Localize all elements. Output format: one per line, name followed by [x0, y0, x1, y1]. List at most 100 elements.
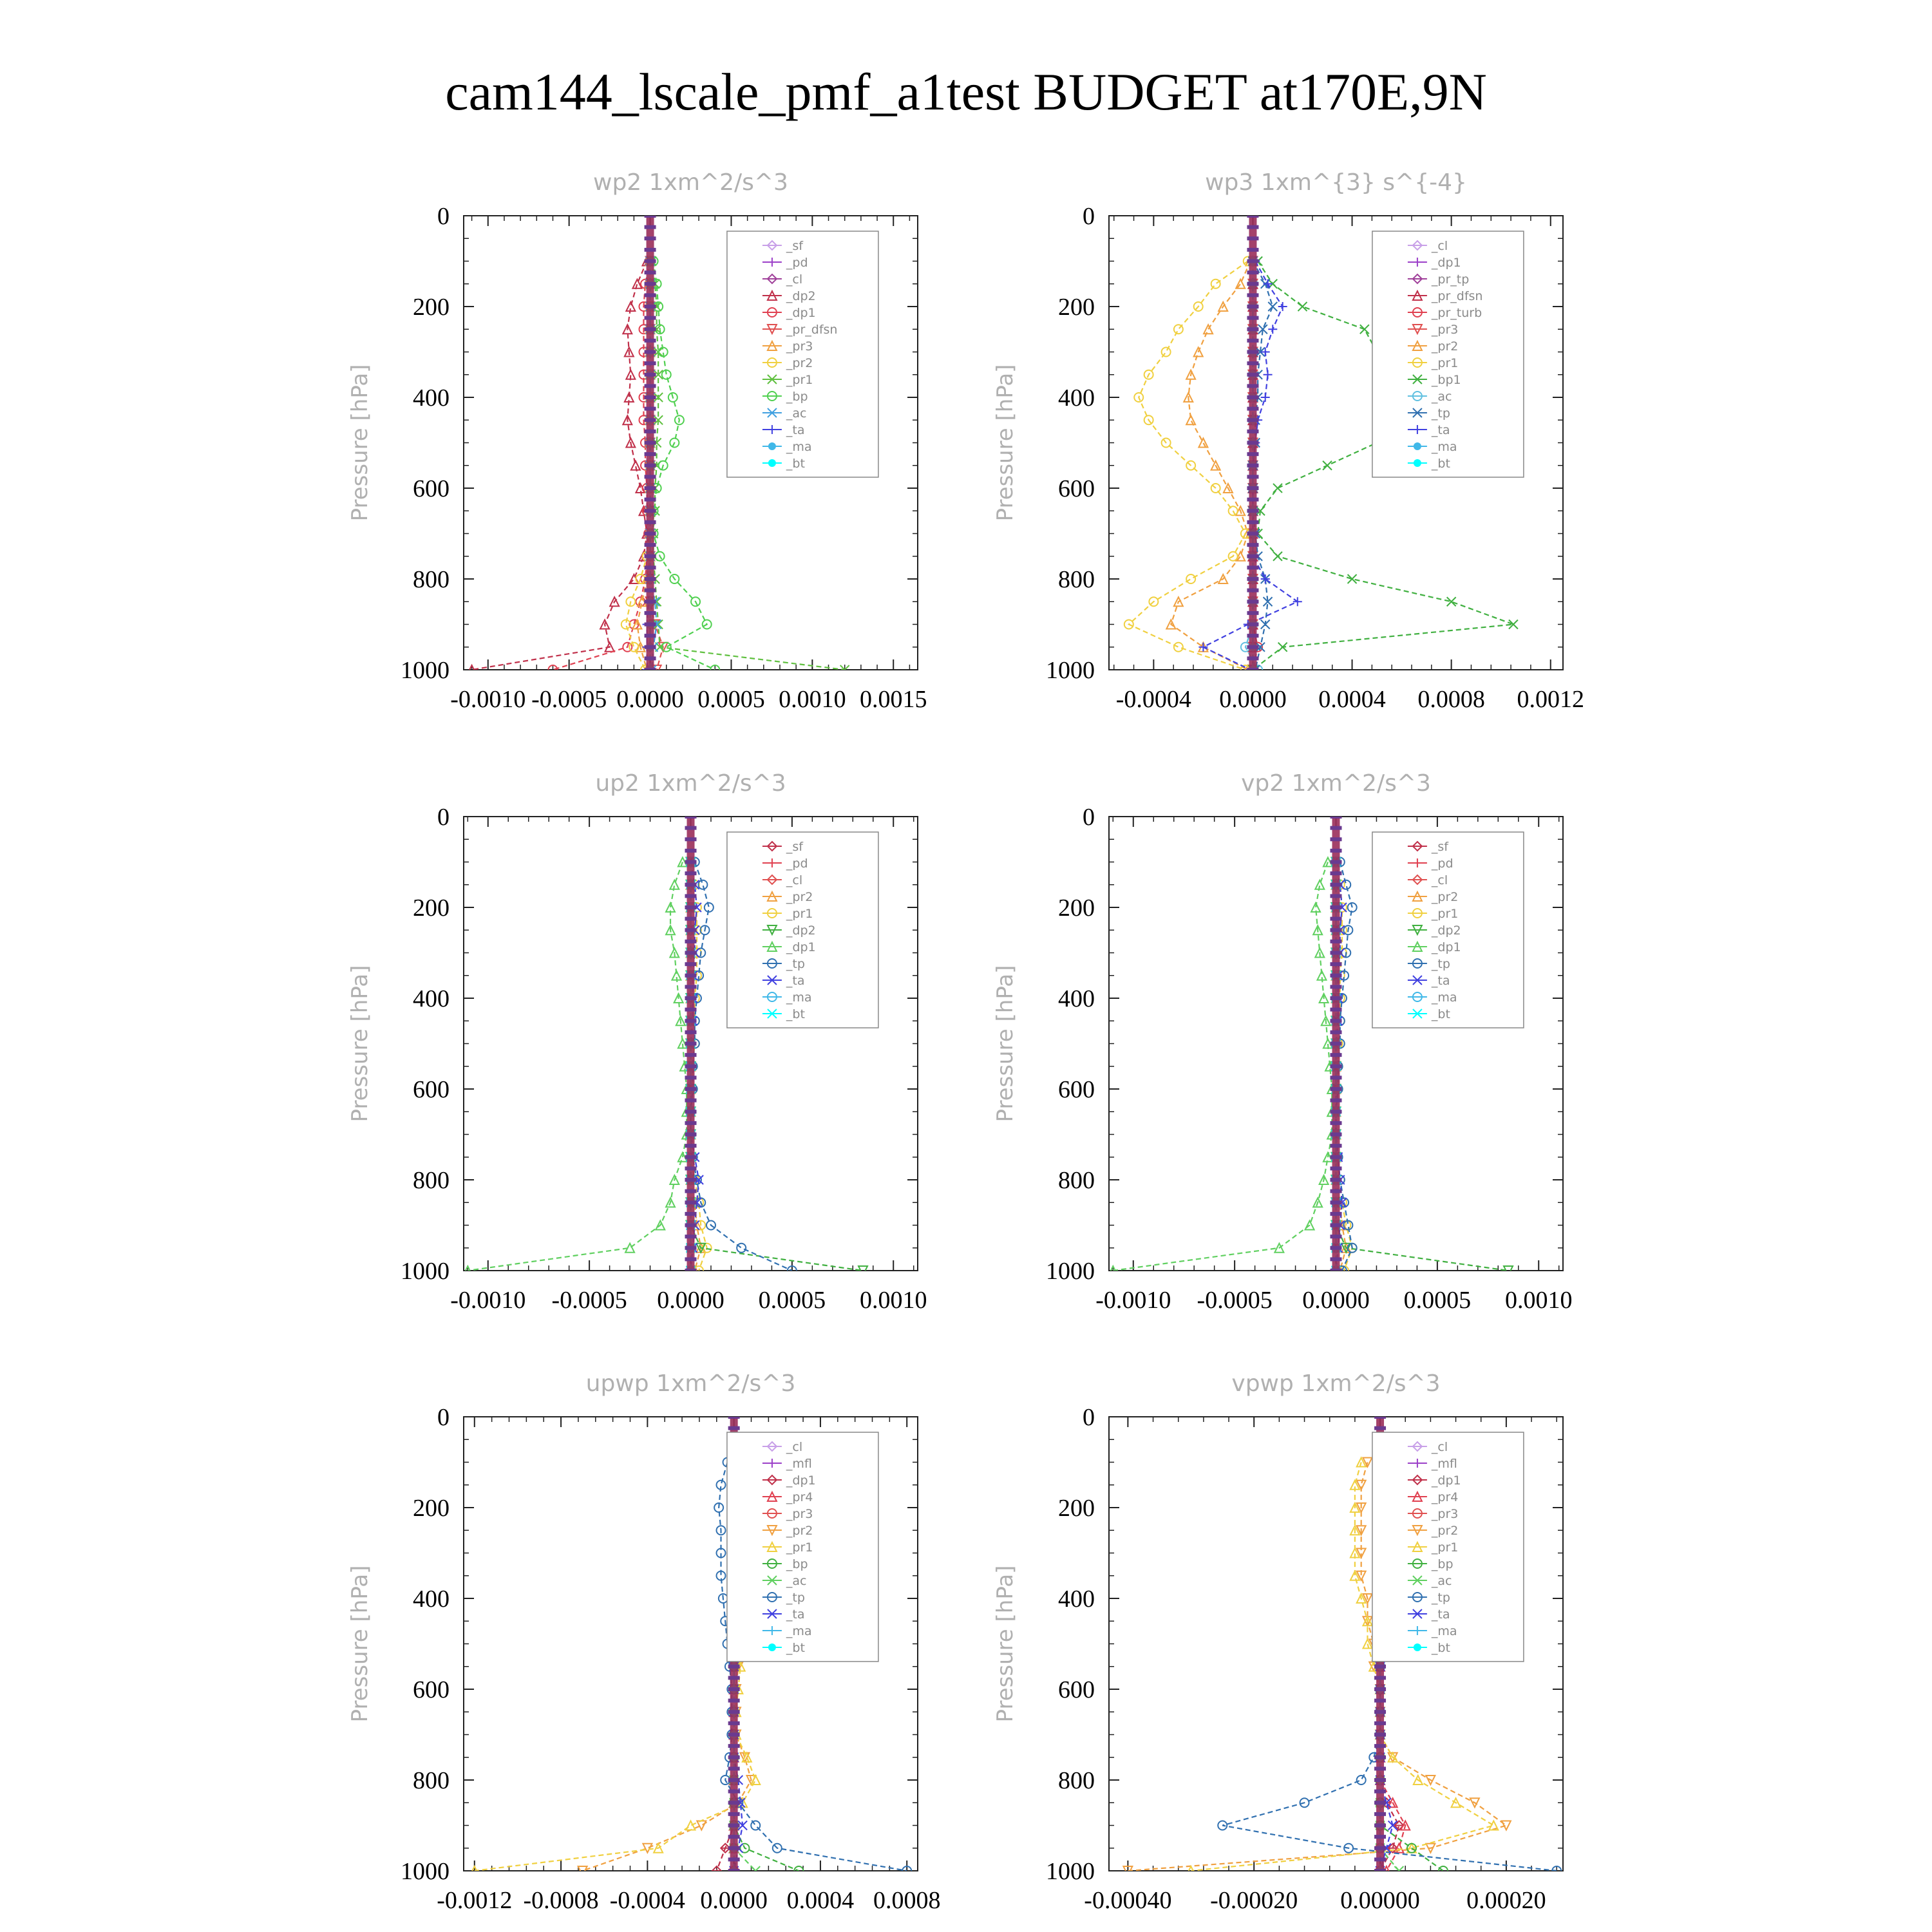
- data-point-pr2: [620, 619, 631, 630]
- zero-profile-marker: [728, 1755, 740, 1759]
- data-point-ta: [1263, 279, 1273, 289]
- data-point-dp1: [665, 924, 676, 936]
- zero-profile-marker: [644, 452, 656, 457]
- data-point-dp1: [675, 1015, 687, 1027]
- legend-marker: [1412, 391, 1423, 401]
- legend-label: _pr_dfsn: [1431, 289, 1483, 303]
- legend-label: _pr1: [786, 1540, 813, 1555]
- data-point-pr2: [1469, 1797, 1481, 1809]
- zero-profile-marker: [644, 316, 656, 320]
- x-tick-label: 0.0010: [1505, 1287, 1573, 1314]
- data-point-pr2: [1361, 1593, 1374, 1605]
- zero-profile-marker: [1330, 1144, 1342, 1148]
- zero-profile-marker: [1247, 316, 1259, 320]
- y-axis-label: Pressure [hPa]: [347, 365, 373, 522]
- data-point-dp2: [599, 618, 611, 630]
- chart-panels: wp2 1xm^2/s^3 Pressure [hPa] 0 200 400 600 800…: [347, 169, 1584, 1914]
- zero-profile-marker: [644, 543, 656, 547]
- legend-marker: [1412, 1009, 1423, 1019]
- legend-label: _pr4: [1431, 1490, 1458, 1504]
- x-tick-label: 0.00020: [1466, 1887, 1546, 1914]
- data-point-bp: [661, 641, 672, 652]
- zero-profile-marker: [644, 406, 656, 411]
- series-line-pr1: [1191, 1462, 1496, 1871]
- x-tick-label: -0.0008: [523, 1887, 598, 1914]
- zero-profile-marker: [728, 1710, 740, 1714]
- data-point-dp2: [631, 278, 643, 289]
- data-point-pr1: [685, 1819, 697, 1831]
- data-point-pr1: [1186, 460, 1197, 471]
- zero-profile-marker: [644, 520, 656, 524]
- x-tick-label: 0.0005: [697, 686, 765, 713]
- data-point-pr1: [1173, 324, 1184, 335]
- data-point-dp1: [1316, 969, 1328, 981]
- zero-profile-marker: [728, 1857, 740, 1862]
- zero-profile-marker: [1247, 406, 1259, 411]
- panel-title: wp2 1xm^2/s^3: [593, 169, 788, 196]
- legend-marker: [768, 459, 776, 467]
- legend-marker: [1412, 1525, 1423, 1537]
- zero-profile-marker: [1330, 894, 1342, 898]
- data-point-pr2: [1197, 437, 1209, 448]
- x-tick-label: 0.0012: [1517, 686, 1584, 713]
- y-axis-label: Pressure [hPa]: [992, 1566, 1018, 1723]
- data-point-ta: [1293, 597, 1302, 607]
- data-point-bp1: [1347, 574, 1358, 584]
- data-point-bp1: [1446, 596, 1457, 607]
- zero-profile-marker: [685, 1235, 697, 1239]
- data-point-tp: [772, 1842, 782, 1853]
- data-point-dp2: [623, 346, 635, 357]
- legend-marker: [766, 890, 778, 902]
- legend-marker: [766, 324, 778, 336]
- data-point-pr2: [625, 596, 636, 607]
- y-tick-label: 1000: [1046, 1858, 1095, 1885]
- data-point-ta: [1260, 574, 1270, 583]
- y-tick-label: 0: [1083, 804, 1095, 831]
- data-point-dp1: [1273, 1242, 1285, 1253]
- data-point-ta: [1387, 1820, 1398, 1831]
- legend-marker: [1412, 289, 1423, 301]
- legend-label: _bp1: [1431, 373, 1461, 387]
- legend-marker: [767, 858, 777, 867]
- zero-profile-marker: [1247, 622, 1259, 627]
- data-point-dp1: [677, 1037, 688, 1049]
- legend-marker: [766, 307, 777, 317]
- legend: _cl _dp1 _pr_tp _pr_dfsn _pr_turb _pr3 _pr2 _pr…: [1372, 231, 1524, 478]
- zero-profile-marker: [1330, 1223, 1342, 1227]
- zero-profile-marker: [685, 860, 697, 864]
- y-tick-label: 400: [1058, 985, 1095, 1012]
- data-point-dp2: [621, 323, 633, 335]
- data-point-ta: [1268, 325, 1278, 334]
- zero-profile-marker: [1330, 1257, 1342, 1262]
- zero-profile-marker: [1247, 600, 1259, 604]
- zero-profile-marker: [685, 1121, 697, 1125]
- data-point-dp1: [665, 901, 676, 913]
- zero-profile-marker: [1247, 565, 1259, 570]
- chart-panel: up2 1xm^2/s^3 Pressure [hPa] 0 200 400 600 800…: [347, 770, 927, 1314]
- legend-label: _tp: [1431, 406, 1450, 421]
- data-point-pr1: [653, 370, 663, 380]
- data-point-dp1: [1318, 1173, 1330, 1185]
- data-point-tp: [1343, 1220, 1354, 1231]
- y-tick-label: 1000: [401, 657, 450, 684]
- legend-marker: [1412, 374, 1423, 384]
- data-point-dp1: [670, 969, 683, 981]
- legend-label: _pr_turb: [1431, 306, 1482, 320]
- data-point-tp: [1262, 596, 1273, 607]
- y-axis-label: Pressure [hPa]: [992, 965, 1018, 1122]
- zero-profile-marker: [1247, 554, 1259, 558]
- zero-profile-marker: [685, 1155, 697, 1159]
- zero-profile-marker: [1247, 668, 1259, 670]
- legend-marker: [1412, 339, 1423, 351]
- data-point-pr4: [1393, 1842, 1405, 1853]
- legend-marker: [766, 1540, 778, 1552]
- data-point-pr1: [1160, 437, 1171, 448]
- zero-profile-marker: [685, 1257, 697, 1262]
- zero-profile-marker: [1330, 1178, 1342, 1182]
- zero-profile-marker: [1330, 1269, 1342, 1271]
- data-point-pr1: [1412, 1774, 1424, 1785]
- legend-label: _tp: [786, 1591, 805, 1605]
- legend-marker: [1412, 1558, 1423, 1569]
- y-tick-label: 400: [413, 985, 450, 1012]
